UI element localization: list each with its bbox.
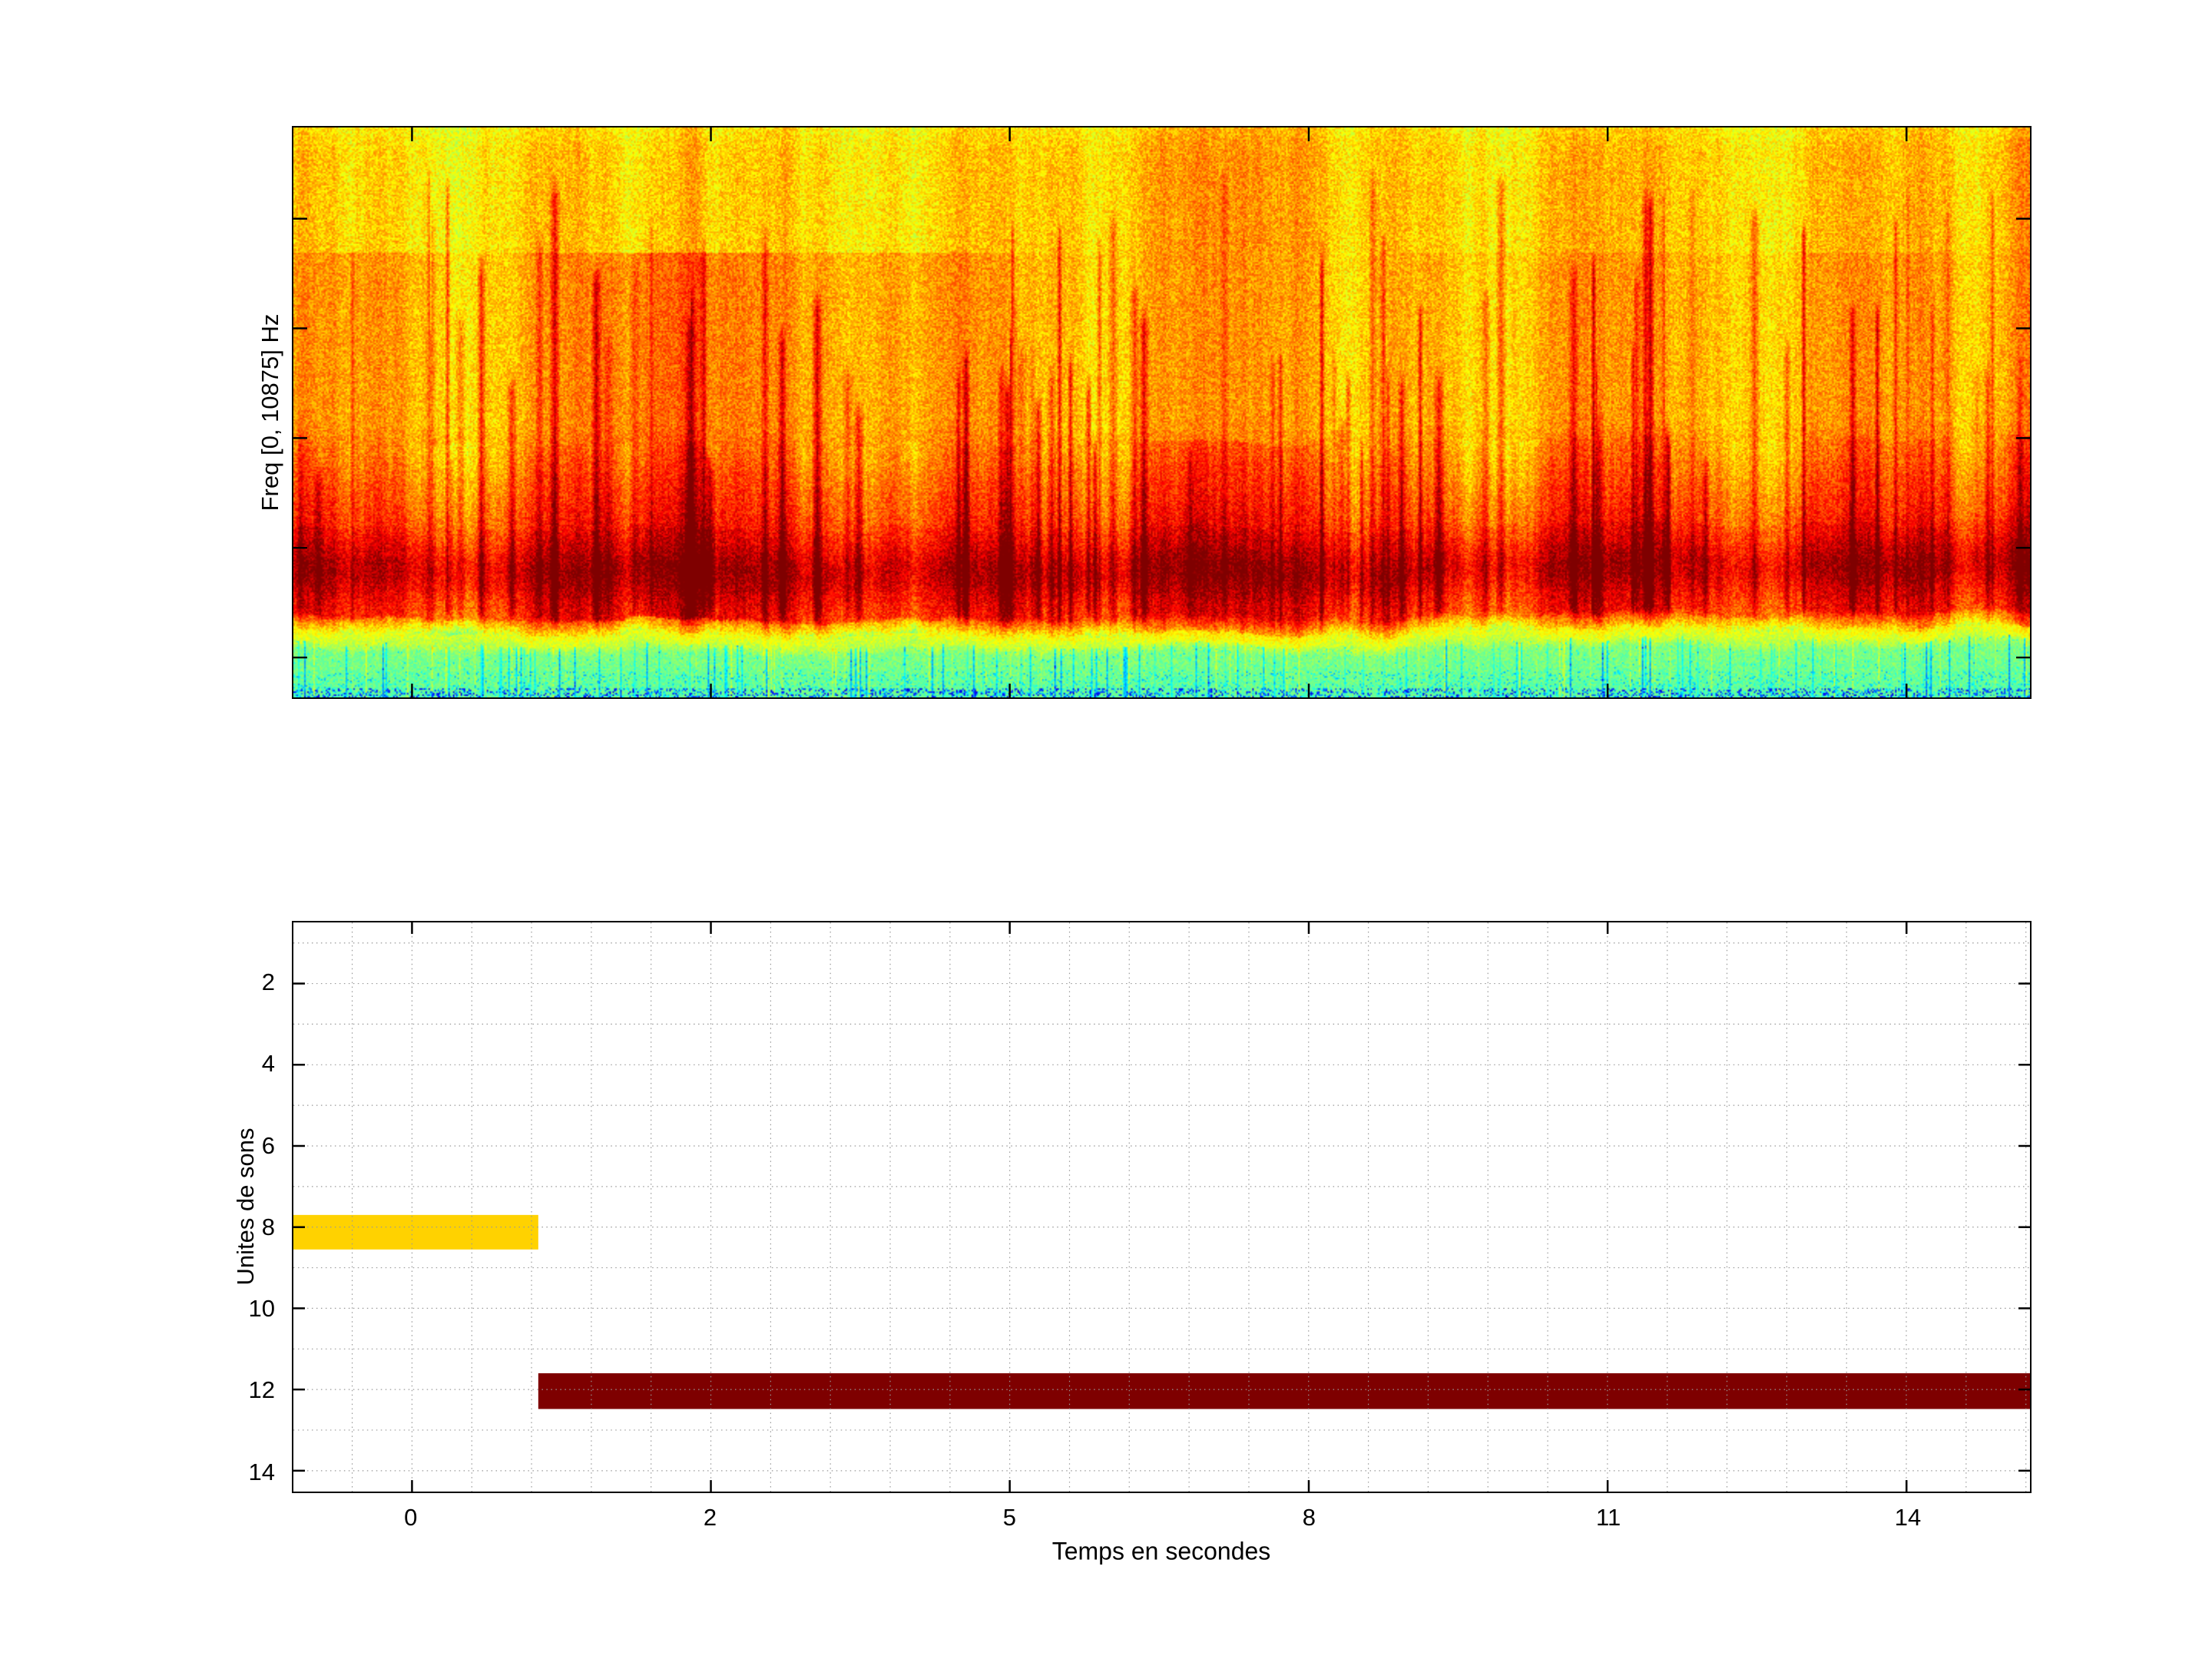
- y-tick-label: 2: [261, 969, 275, 995]
- y-tick-label: 14: [248, 1458, 275, 1485]
- sound-unit-12-segment: [538, 1373, 2030, 1409]
- timeline-plot: [293, 922, 2030, 1492]
- x-tick-label: 0: [404, 1504, 418, 1531]
- spectrogram-axes: [292, 126, 2032, 699]
- sound-unit-8-segment: [293, 1214, 538, 1250]
- spectrogram-image: [293, 127, 2030, 697]
- timeline-axes: [292, 921, 2032, 1493]
- spectrogram-y-axis-label: Freq [0, 10875] Hz: [257, 313, 283, 512]
- y-tick-label: 4: [261, 1050, 275, 1078]
- timeline-bars: [293, 1214, 2030, 1409]
- x-tick-label: 5: [1002, 1504, 1016, 1531]
- x-tick-label: 11: [1596, 1504, 1621, 1531]
- timeline-axis-ticks: [293, 922, 2030, 1492]
- y-tick-label: 6: [261, 1131, 275, 1159]
- x-tick-label: 8: [1302, 1504, 1316, 1531]
- y-tick-label: 12: [248, 1376, 275, 1404]
- x-tick-label: 14: [1894, 1504, 1922, 1531]
- timeline-x-axis-label: Temps en secondes: [1051, 1537, 1271, 1565]
- spectrogram-tick-marks: [293, 127, 2030, 697]
- y-tick-label: 8: [261, 1213, 275, 1240]
- y-tick-label: 10: [248, 1295, 275, 1323]
- x-tick-label: 2: [703, 1504, 717, 1531]
- spectrogram-axis-ticks: [293, 127, 2030, 697]
- timeline-grid: [293, 922, 2030, 1492]
